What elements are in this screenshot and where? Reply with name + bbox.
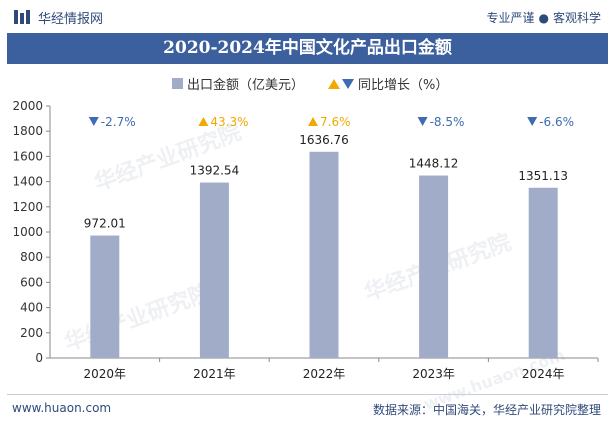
legend-up-triangle-icon: [328, 78, 340, 89]
legend-item-amount: 出口金额（亿美元）: [172, 74, 304, 93]
y-tick-label: 2000: [12, 99, 43, 113]
growth-down-marker: [417, 117, 428, 126]
bar: [90, 235, 120, 358]
y-tick-label: 1600: [12, 149, 43, 163]
y-tick-label: 400: [20, 301, 43, 315]
legend: 出口金额（亿美元） 同比增长（%）: [0, 74, 615, 94]
y-tick-label: 1800: [12, 124, 43, 138]
footer-website: www.huaon.com: [12, 401, 112, 415]
y-tick-label: 200: [20, 326, 43, 340]
legend-bar-swatch: [172, 78, 183, 89]
legend-line-label: 同比增长（%）: [358, 78, 449, 93]
x-tick-label: 2024年: [522, 367, 565, 381]
bar-value-label: 1636.76: [299, 133, 349, 147]
slogan: 专业严谨 ● 客观科学: [486, 9, 601, 26]
legend-item-growth: 同比增长（%）: [328, 74, 448, 93]
growth-up-marker: [308, 117, 318, 126]
growth-label: -8.5%: [430, 115, 465, 129]
y-tick-label: 800: [20, 250, 43, 264]
growth-label: -6.6%: [539, 115, 574, 129]
growth-label: 43.3%: [210, 115, 248, 129]
y-tick-label: 600: [20, 275, 43, 289]
bar-value-label: 972.01: [84, 217, 126, 231]
slogan-left: 专业严谨: [486, 11, 535, 25]
slogan-right: 客观科学: [552, 11, 601, 25]
y-tick-label: 1000: [12, 225, 43, 239]
bar-value-label: 1392.54: [190, 164, 240, 178]
growth-label: -2.7%: [101, 115, 136, 129]
header-bar: 华经情报网 专业严谨 ● 客观科学: [0, 0, 615, 33]
x-tick-label: 2020年: [84, 367, 127, 381]
bar: [528, 187, 558, 358]
bar: [309, 151, 339, 358]
x-tick-label: 2021年: [193, 367, 236, 381]
bar-chart: 0 200 400 600 800 1000 1200 1400 1600 1800 2000 972…: [12, 99, 599, 381]
growth-down-marker: [527, 117, 538, 126]
legend-bar-label: 出口金额（亿美元）: [187, 78, 305, 93]
y-tick-label: 1200: [12, 200, 43, 214]
chart-title-bar: 2020-2024年中国文化产品出口金额: [7, 33, 608, 64]
slogan-dot-icon: ●: [538, 11, 549, 25]
brand-name: 华经情报网: [38, 12, 104, 27]
x-tick-label: 2022年: [303, 367, 346, 381]
footer-source: 数据来源：中国海关，华经产业研究院整理: [372, 403, 601, 417]
legend-down-triangle-icon: [342, 78, 354, 89]
bar-value-label: 1351.13: [518, 169, 568, 183]
bar: [199, 182, 229, 358]
brand-logo-icon: [14, 10, 30, 24]
chart-title: 2020-2024年中国文化产品出口金额: [163, 38, 452, 58]
bar: [419, 175, 449, 358]
x-tick-label: 2023年: [412, 367, 455, 381]
growth-down-marker: [88, 117, 99, 126]
growth-label: 7.6%: [320, 115, 351, 129]
y-tick-label: 0: [35, 351, 43, 365]
growth-up-marker: [198, 117, 209, 126]
y-tick-label: 1400: [12, 175, 43, 189]
footer-divider: [7, 394, 608, 395]
bar-value-label: 1448.12: [409, 157, 459, 171]
